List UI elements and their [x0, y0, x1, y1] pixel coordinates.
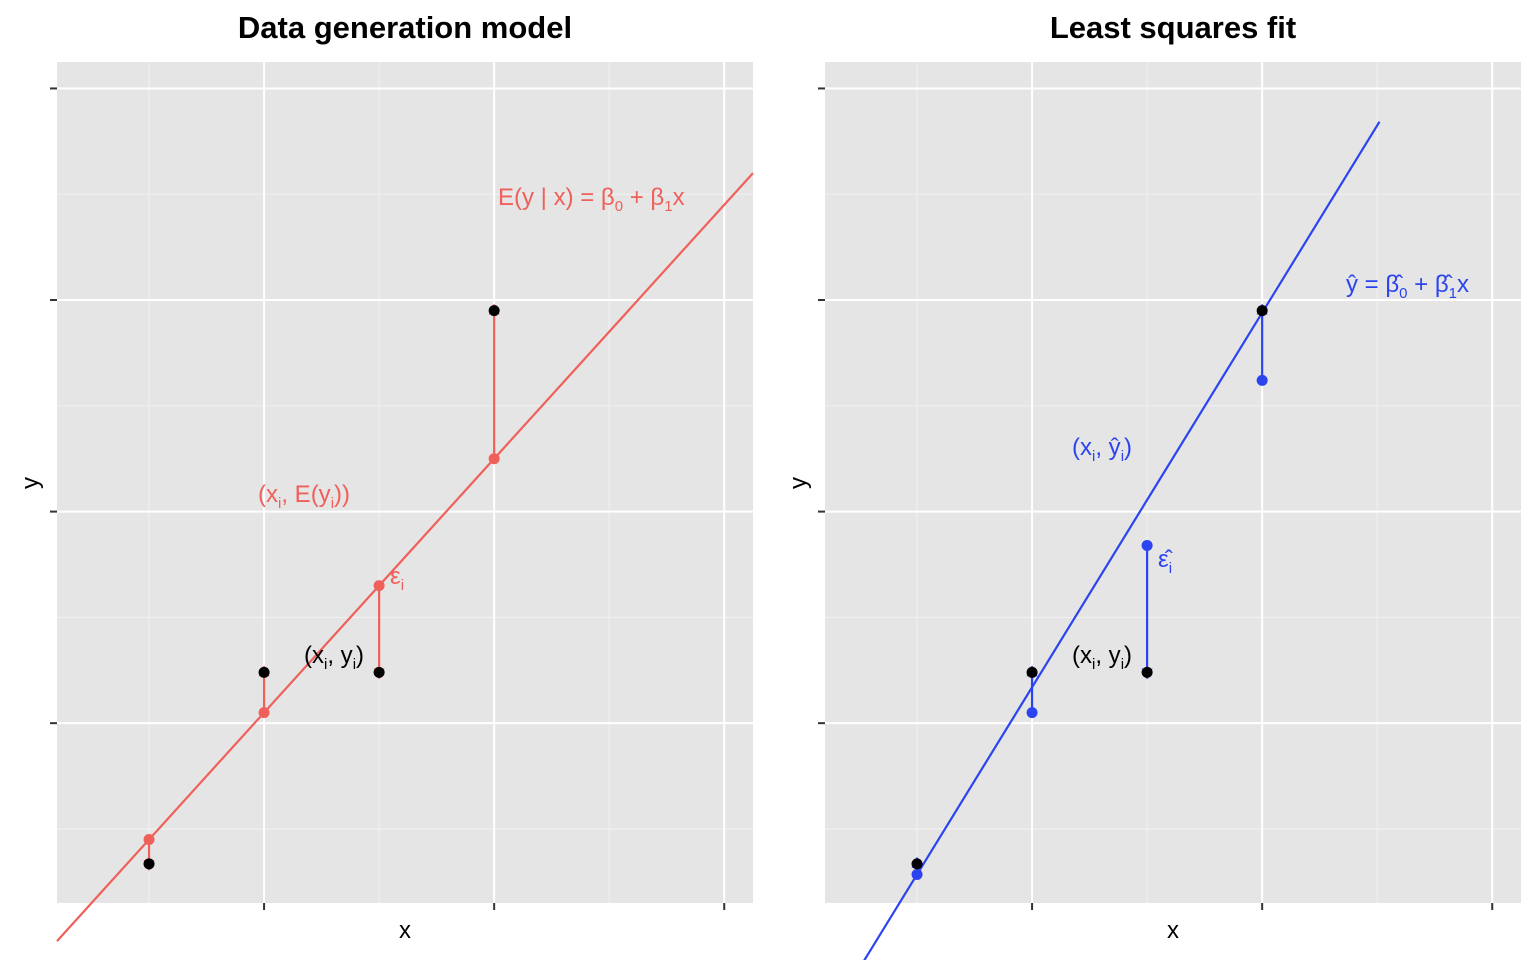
axis-ticks [50, 87, 726, 910]
data-point [911, 858, 923, 870]
fitted-points [143, 453, 500, 846]
fitted-point [143, 834, 155, 846]
fitted-point [258, 707, 270, 719]
fitted-point [1256, 374, 1268, 386]
data-point [488, 305, 500, 317]
observed-points [143, 305, 500, 870]
data-point [1141, 666, 1153, 678]
data-point [1026, 666, 1038, 678]
fitted-point [373, 580, 385, 592]
x-axis-title: x [399, 917, 411, 944]
data-point [1256, 305, 1268, 317]
observation-label: (xi, yi) [1072, 642, 1132, 673]
fitted-point [1026, 707, 1038, 719]
equation-label: E(y | x) = β0 + β1x [498, 184, 685, 215]
plot-background [825, 62, 1521, 903]
fitted-points [911, 374, 1268, 880]
expected-point-label: (xi, E(yi)) [258, 481, 350, 512]
observed-points [911, 305, 1268, 870]
regression-line-path [863, 121, 1381, 960]
panel-data-generation: Data generation model x y E(y | x) = β0 … [17, 10, 754, 944]
fitted-point [911, 868, 923, 880]
error-label: εi [390, 563, 404, 594]
grid [825, 62, 1521, 903]
panel-title: Least squares fit [1050, 10, 1296, 45]
regression-line [56, 172, 754, 942]
fitted-point-label: (xi, ŷi) [1072, 434, 1132, 465]
data-point [258, 666, 270, 678]
panel-least-squares: Least squares fit x y ŷ = β̂0 + β̂1x (xi… [785, 10, 1521, 960]
axis-ticks [818, 87, 1494, 910]
fitted-point [1141, 539, 1153, 551]
x-axis-title: x [1167, 917, 1179, 944]
y-axis-title: y [17, 477, 44, 489]
data-point [143, 858, 155, 870]
regression-line-path [56, 172, 754, 942]
plot-background [57, 62, 753, 903]
y-axis-title: y [785, 477, 812, 489]
grid [57, 62, 753, 903]
panel-title: Data generation model [238, 10, 572, 45]
regression-line [863, 121, 1381, 960]
data-point [373, 666, 385, 678]
observation-label: (xi, yi) [304, 642, 364, 673]
fitted-point [488, 453, 500, 465]
equation-label: ŷ = β̂0 + β̂1x [1346, 271, 1469, 302]
